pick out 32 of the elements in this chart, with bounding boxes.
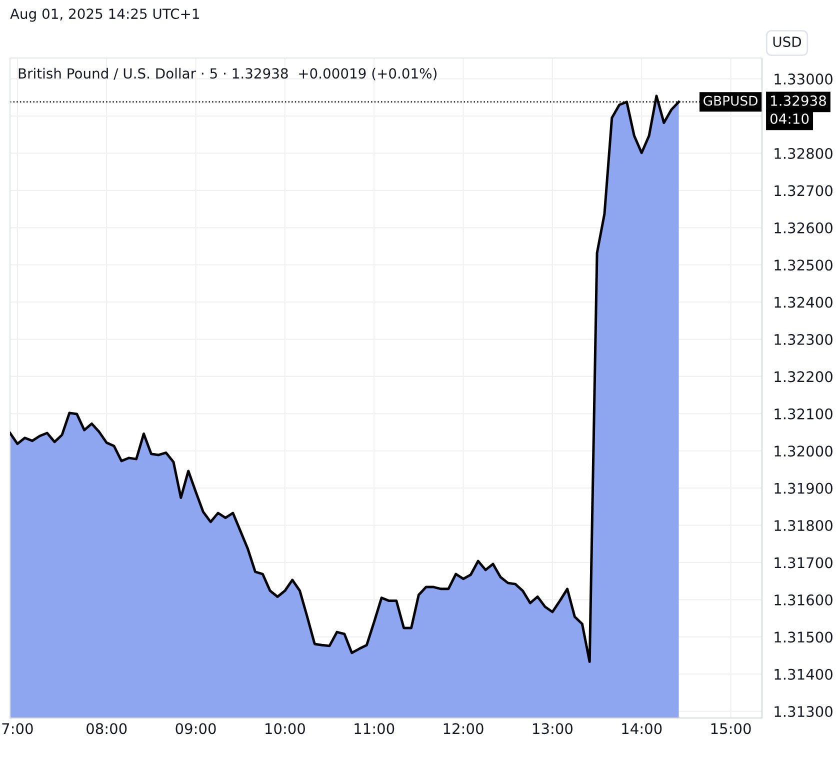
y-tick-label: 1.31500 — [774, 632, 832, 643]
text: British Pound / U.S. Dollar · 5 · 1.32938 +0.00019 (+0.01%) — [18, 68, 437, 80]
y-tick-label: 1.31800 — [774, 520, 832, 532]
y-tick-label: 1.31900 — [774, 482, 832, 494]
x-tick-label: 12:00 — [444, 723, 484, 734]
text: Aug 01, 2025 14:25 UTC+1 — [10, 8, 199, 22]
y-tick-label: 1.32200 — [774, 371, 832, 382]
y-tick-label: 1.31600 — [774, 594, 832, 606]
text: 04:10 — [770, 113, 809, 124]
y-tick-label: 1.32000 — [774, 446, 832, 457]
y-tick-label: 1.32800 — [774, 148, 832, 159]
y-tick-label: 1.31400 — [774, 668, 832, 680]
x-tick-label: 11:00 — [354, 723, 394, 734]
y-tick-label: 1.31700 — [774, 557, 832, 568]
y-tick-label: 1.33000 — [774, 74, 832, 85]
x-tick-label: 15:00 — [711, 723, 751, 734]
y-tick-label: 1.32700 — [774, 185, 832, 196]
ref-line-label: GBPUSD — [704, 96, 758, 106]
y-tick-label: 1.32400 — [774, 296, 832, 308]
x-tick-label: 08:00 — [86, 723, 127, 734]
y-tick-label: 1.32100 — [774, 408, 832, 420]
x-tick-label: 10:00 — [266, 723, 305, 734]
y-tick-label: 1.32300 — [774, 334, 832, 346]
y-tick-label: 1.32500 — [774, 260, 832, 271]
text: USD — [773, 36, 802, 48]
text: 1.32938 — [771, 95, 826, 106]
y-tick-label: 1.32600 — [774, 222, 832, 234]
y-tick-label: 1.31300 — [774, 706, 832, 718]
x-tick-label: 13:00 — [533, 723, 572, 734]
x-tick-label: 7:00 — [2, 723, 33, 734]
x-tick-label: 09:00 — [176, 723, 216, 734]
x-tick-label: 14:00 — [622, 723, 662, 734]
